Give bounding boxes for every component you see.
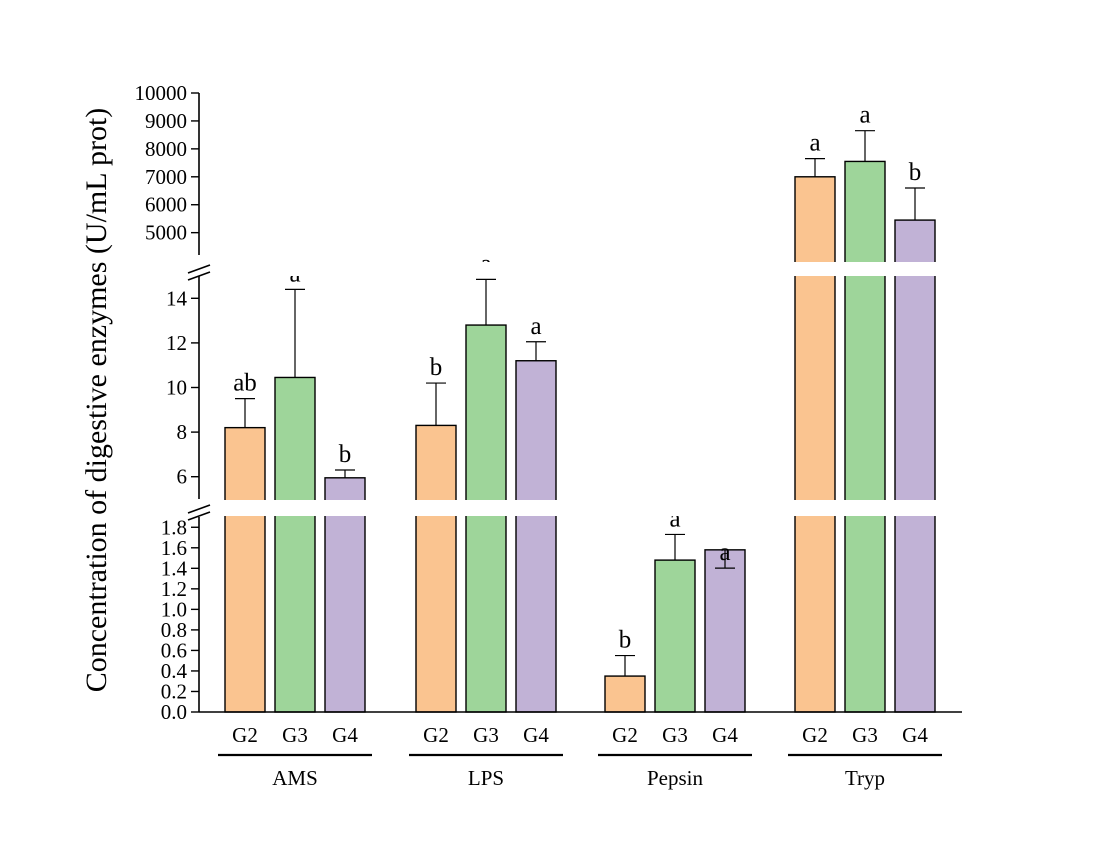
x-tick-label-lps-g2: G2: [423, 723, 449, 747]
y-tick-label: 0.2: [161, 679, 187, 703]
group-label-pepsin: Pepsin: [647, 766, 704, 790]
y-axis-label: Concentration of digestive enzymes (U/mL…: [80, 108, 113, 693]
x-tick-label-lps-g4: G4: [523, 723, 549, 747]
axis-break-gap-lower: [201, 500, 962, 516]
bar-ams-g3: [274, 376, 316, 713]
axis-break-gap-upper: [201, 262, 962, 276]
axis-break-mark-lower-1: [187, 504, 211, 514]
y-tick-label: 7000: [145, 165, 187, 189]
x-tick-label-ams-g4: G4: [332, 723, 358, 747]
bar-pepsin-g2: [604, 675, 646, 713]
axis-break-mark-upper-2: [187, 271, 211, 281]
x-tick-label-lps-g3: G3: [473, 723, 499, 747]
bar-lps-g2: [415, 424, 457, 713]
x-tick-label-ams-g2: G2: [232, 723, 258, 747]
y-tick-label: 14: [166, 286, 188, 310]
x-tick-label-tryp-g3: G3: [852, 723, 878, 747]
x-tick-label-ams-g3: G3: [282, 723, 308, 747]
y-tick-label: 0.4: [161, 659, 188, 683]
x-tick-label-pepsin-g2: G2: [612, 723, 638, 747]
group-label-tryp: Tryp: [845, 766, 885, 790]
bar-pepsin-g4: [704, 549, 746, 713]
x-tick-label-pepsin-g4: G4: [712, 723, 738, 747]
x-tick-label-tryp-g2: G2: [802, 723, 828, 747]
significance-label-ams-g4: b: [339, 441, 352, 468]
significance-label-pepsin-g2: b: [619, 627, 632, 654]
bar-tryp-g4: [894, 219, 936, 713]
bar-tryp-g2: [794, 176, 836, 713]
y-tick-label: 1.6: [161, 536, 187, 560]
y-tick-label: 1.4: [161, 556, 188, 580]
y-tick-label: 0.6: [161, 638, 187, 662]
significance-label-lps-g4: a: [530, 313, 541, 340]
bar-tryp-g3: [844, 160, 886, 713]
y-tick-label: 6: [177, 465, 188, 489]
y-tick-label: 5000: [145, 221, 187, 245]
x-tick-label-tryp-g4: G4: [902, 723, 928, 747]
y-tick-label: 8: [177, 420, 188, 444]
y-tick-label: 12: [166, 331, 187, 355]
significance-label-tryp-g4: b: [909, 159, 922, 186]
bar-lps-g4: [515, 360, 557, 713]
bar-ams-g2: [224, 426, 266, 713]
y-tick-label: 8000: [145, 137, 187, 161]
y-tick-label: 1.0: [161, 597, 187, 621]
bar-pepsin-g3: [654, 559, 696, 713]
x-tick-label-pepsin-g3: G3: [662, 723, 688, 747]
y-tick-label: 0.8: [161, 618, 187, 642]
y-tick-label: 6000: [145, 193, 187, 217]
axis-break-mark-lower-2: [187, 511, 211, 521]
y-tick-label: 0.0: [161, 700, 187, 724]
axis-break-mark-upper-1: [187, 264, 211, 274]
significance-label-lps-g2: b: [430, 354, 443, 381]
y-tick-label: 9000: [145, 109, 187, 133]
significance-label-pepsin-g3: a: [669, 505, 680, 532]
y-tick-label: 1.2: [161, 577, 187, 601]
y-tick-label: 1.8: [161, 515, 187, 539]
y-tick-label: 10000: [135, 81, 188, 105]
significance-label-tryp-g2: a: [809, 130, 820, 157]
significance-label-tryp-g3: a: [859, 102, 870, 129]
y-tick-label: 10: [166, 376, 187, 400]
significance-label-pepsin-g4: a: [719, 539, 730, 566]
group-label-lps: LPS: [468, 766, 504, 790]
bar-lps-g3: [465, 324, 507, 713]
bar-ams-g4: [324, 477, 366, 713]
group-label-ams: AMS: [272, 766, 318, 790]
significance-label-ams-g2: ab: [233, 370, 257, 397]
